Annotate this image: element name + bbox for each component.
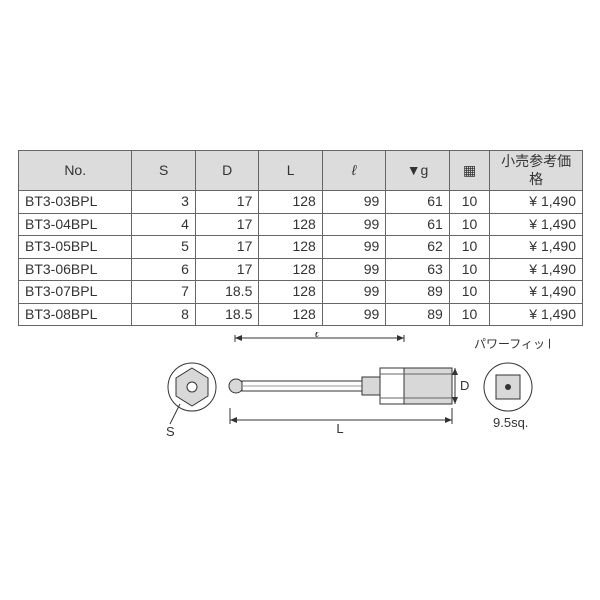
- label-L: L: [336, 421, 343, 436]
- label-powerfit: パワーフィット: [474, 337, 550, 351]
- cell-l: 128: [259, 213, 322, 236]
- label-el: ℓ: [315, 332, 320, 340]
- th-el: ℓ: [322, 151, 385, 191]
- cell-l: 128: [259, 303, 322, 326]
- cell-d: 17: [195, 191, 258, 214]
- cell-qty: 10: [449, 213, 490, 236]
- cell-price: ¥ 1,490: [490, 191, 583, 214]
- th-d: D: [195, 151, 258, 191]
- cell-qty: 10: [449, 191, 490, 214]
- cell-d: 17: [195, 213, 258, 236]
- hex-tip-icon: [168, 363, 216, 411]
- table-row: BT3-08BPL818.5128998910¥ 1,490: [19, 303, 583, 326]
- cell-d: 18.5: [195, 303, 258, 326]
- shaft-body: D: [229, 368, 469, 404]
- cell-d: 18.5: [195, 281, 258, 304]
- cell-no: BT3-05BPL: [19, 236, 132, 259]
- th-g: ▼g: [386, 151, 449, 191]
- cell-el: 99: [322, 236, 385, 259]
- cell-s: 5: [132, 236, 195, 259]
- cell-g: 63: [386, 258, 449, 281]
- cell-el: 99: [322, 258, 385, 281]
- cell-l: 128: [259, 191, 322, 214]
- spec-table: No. S D L ℓ ▼g ▦ 小売参考価格 BT3-03BPL3171289…: [18, 150, 583, 326]
- cell-g: 61: [386, 191, 449, 214]
- cell-no: BT3-03BPL: [19, 191, 132, 214]
- cell-g: 61: [386, 213, 449, 236]
- cell-no: BT3-04BPL: [19, 213, 132, 236]
- cell-d: 17: [195, 236, 258, 259]
- th-l: L: [259, 151, 322, 191]
- cell-price: ¥ 1,490: [490, 303, 583, 326]
- cell-qty: 10: [449, 258, 490, 281]
- cell-g: 62: [386, 236, 449, 259]
- cell-price: ¥ 1,490: [490, 213, 583, 236]
- table-row: BT3-04BPL417128996110¥ 1,490: [19, 213, 583, 236]
- cell-qty: 10: [449, 236, 490, 259]
- cell-no: BT3-06BPL: [19, 258, 132, 281]
- cell-price: ¥ 1,490: [490, 258, 583, 281]
- cell-price: ¥ 1,490: [490, 281, 583, 304]
- cell-el: 99: [322, 281, 385, 304]
- table-row: BT3-05BPL517128996210¥ 1,490: [19, 236, 583, 259]
- th-s: S: [132, 151, 195, 191]
- table-header-row: No. S D L ℓ ▼g ▦ 小売参考価格: [19, 151, 583, 191]
- label-sq: 9.5sq.: [493, 415, 528, 430]
- table-row: BT3-06BPL617128996310¥ 1,490: [19, 258, 583, 281]
- cell-el: 99: [322, 303, 385, 326]
- cell-qty: 10: [449, 303, 490, 326]
- cell-s: 4: [132, 213, 195, 236]
- table-row: BT3-03BPL317128996110¥ 1,490: [19, 191, 583, 214]
- cell-s: 7: [132, 281, 195, 304]
- cell-l: 128: [259, 258, 322, 281]
- cell-price: ¥ 1,490: [490, 236, 583, 259]
- cell-qty: 10: [449, 281, 490, 304]
- dimension-diagram: ℓ S: [150, 332, 550, 452]
- cell-g: 89: [386, 281, 449, 304]
- cell-s: 8: [132, 303, 195, 326]
- cell-no: BT3-07BPL: [19, 281, 132, 304]
- cell-l: 128: [259, 236, 322, 259]
- cell-d: 17: [195, 258, 258, 281]
- cell-s: 3: [132, 191, 195, 214]
- cell-g: 89: [386, 303, 449, 326]
- label-s: S: [166, 424, 175, 439]
- label-d: D: [460, 378, 469, 393]
- drive-end-icon: [484, 363, 532, 411]
- cell-el: 99: [322, 191, 385, 214]
- table-row: BT3-07BPL718.5128998910¥ 1,490: [19, 281, 583, 304]
- cell-l: 128: [259, 281, 322, 304]
- cell-s: 6: [132, 258, 195, 281]
- cell-no: BT3-08BPL: [19, 303, 132, 326]
- cell-el: 99: [322, 213, 385, 236]
- th-qty: ▦: [449, 151, 490, 191]
- th-no: No.: [19, 151, 132, 191]
- th-price: 小売参考価格: [490, 151, 583, 191]
